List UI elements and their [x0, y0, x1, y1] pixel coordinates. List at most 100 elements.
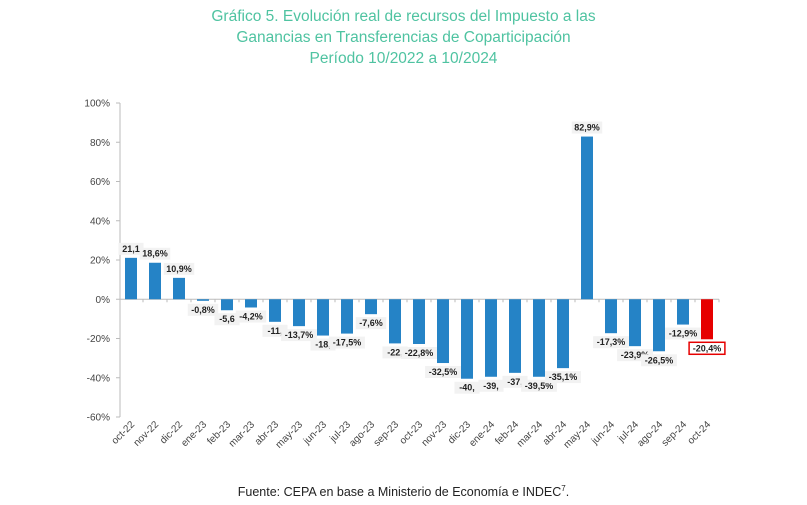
bar-ene-23	[197, 299, 209, 301]
data-label-dic-23: -40,	[459, 383, 475, 393]
chart-title-line-1: Gráfico 5. Evolución real de recursos de…	[211, 8, 596, 25]
bar-jul-24	[629, 299, 641, 347]
bar-jun-24	[605, 299, 617, 334]
data-label-sep-23: -22,	[387, 347, 403, 357]
x-tick-label: ene-24	[467, 419, 497, 449]
data-label-bg	[665, 327, 701, 340]
source-period: .	[565, 485, 570, 500]
data-label-jul-24: -23,9%	[621, 350, 650, 360]
bar-jun-23	[317, 299, 329, 336]
data-label-oct-24: -20,4%	[693, 343, 722, 353]
bar-may-24	[581, 136, 593, 300]
data-label-bg	[593, 336, 629, 349]
bar-oct-22	[125, 257, 137, 300]
data-label-bg	[454, 381, 480, 394]
data-label-bg	[401, 346, 437, 359]
x-tick-label: mar-24	[515, 419, 545, 449]
x-tick-label: nov-23	[420, 419, 450, 449]
data-label-sep-24: -12,9%	[669, 329, 698, 339]
data-label-bg	[281, 329, 317, 342]
x-tick-label: sep-24	[660, 419, 690, 449]
x-tick-label: nov-22	[132, 419, 162, 449]
bar-sep-24	[677, 299, 689, 325]
y-tick-label: 0%	[96, 295, 111, 306]
data-label-bg	[214, 313, 240, 326]
x-tick-label: jun-24	[589, 419, 617, 447]
data-label-bg	[688, 341, 726, 356]
data-label-ene-23: -0,8%	[191, 305, 215, 315]
data-label-mar-24: -39,5%	[525, 381, 554, 391]
data-label-bg	[235, 310, 267, 323]
chart-source: Fuente: CEPA en base a Ministerio de Eco…	[0, 484, 807, 499]
x-tick-label: sep-23	[372, 419, 402, 449]
y-tick-label: -60%	[87, 413, 110, 424]
data-label-bg	[571, 121, 603, 134]
bar-ago-23	[365, 299, 377, 315]
x-tick-label: may-23	[274, 419, 306, 451]
data-label-bg	[641, 354, 677, 367]
chart-title-line-2: Ganancias en Transferencias de Copartici…	[236, 29, 571, 46]
data-label-dic-22: 10,9%	[166, 264, 192, 274]
data-label-oct-22: 21,1	[122, 244, 140, 254]
bar-mar-24	[533, 299, 545, 377]
data-label-jun-23: -18,	[315, 340, 331, 350]
data-label-oct-23: -22,8%	[405, 348, 434, 358]
data-label-may-23: -13,7%	[285, 330, 314, 340]
data-label-bg	[139, 247, 171, 260]
data-label-nov-23: -32,5%	[429, 367, 458, 377]
bar-oct-23	[413, 299, 425, 344]
data-label-jul-23: -17,5%	[333, 338, 362, 348]
data-label-bg	[545, 371, 581, 384]
chart-title: Gráfico 5. Evolución real de recursos de…	[0, 6, 807, 69]
data-label-bg	[329, 336, 365, 349]
x-tick-label: mar-23	[227, 419, 257, 449]
bar-dic-22	[173, 277, 185, 300]
source-text: Fuente: CEPA en base a Ministerio de Eco…	[237, 485, 562, 500]
data-label-bg	[163, 262, 195, 275]
y-tick-label: -40%	[87, 373, 110, 384]
data-label-ene-24: -39,	[483, 381, 499, 391]
x-tick-label: ago-23	[347, 419, 377, 449]
data-label-feb-23: -5,6	[219, 314, 235, 324]
x-tick-label: may-24	[562, 419, 594, 451]
bar-may-23	[293, 299, 305, 327]
y-tick-label: 80%	[90, 138, 110, 149]
data-label-ago-23: -7,6%	[359, 318, 383, 328]
bar-nov-23	[437, 299, 449, 364]
x-tick-label: ago-24	[635, 419, 665, 449]
bar-jul-23	[341, 299, 353, 334]
data-label-mar-23: -4,2%	[239, 311, 263, 321]
bar-ago-24	[653, 299, 665, 352]
data-label-ago-24: -26,5%	[645, 355, 674, 365]
data-label-bg	[118, 242, 144, 255]
bar-abr-23	[269, 299, 281, 322]
data-label-nov-22: 18,6%	[142, 249, 168, 259]
bar-nov-22	[149, 262, 161, 300]
data-label-abr-23: -11,	[267, 326, 282, 336]
source-footnote: 7	[561, 484, 566, 493]
data-label-jun-24: -17,3%	[597, 337, 626, 347]
bar-mar-23	[245, 299, 257, 308]
bar-feb-24	[509, 299, 521, 373]
data-label-may-24: 82,9%	[574, 123, 600, 133]
data-label-feb-24: -37,	[507, 377, 523, 387]
chart-title-line-3: Período 10/2022 a 10/2024	[309, 50, 498, 67]
bar-chart: 100%80%60%40%20%0%-20%-40%-60%21,1oct-22…	[84, 99, 726, 451]
bar-sep-23	[389, 299, 401, 344]
bar-ene-24	[485, 299, 497, 377]
bar-abr-24	[557, 299, 569, 369]
y-tick-label: -20%	[87, 334, 110, 345]
y-tick-label: 100%	[84, 99, 110, 110]
x-tick-label: ene-23	[179, 419, 209, 449]
x-tick-label: jun-23	[301, 419, 329, 447]
data-label-bg	[425, 366, 461, 379]
y-tick-label: 20%	[90, 256, 110, 267]
y-tick-label: 60%	[90, 177, 110, 188]
bar-feb-23	[221, 299, 233, 311]
y-tick-label: 40%	[90, 216, 110, 227]
data-label-bg	[355, 317, 387, 330]
bar-oct-24	[701, 299, 713, 340]
data-label-bg	[478, 379, 504, 392]
data-label-bg	[187, 303, 219, 316]
data-label-abr-24: -35,1%	[549, 372, 578, 382]
